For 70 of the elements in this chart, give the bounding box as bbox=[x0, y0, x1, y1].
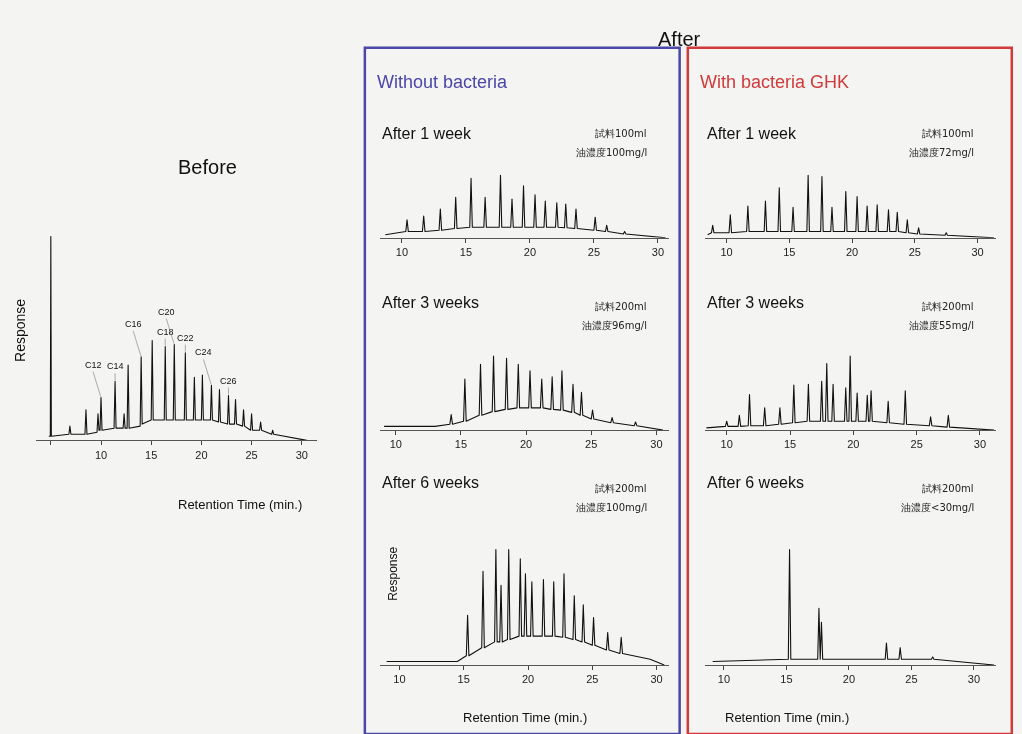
x-tick-label: 10 bbox=[395, 246, 409, 259]
x-tick-label: 25 bbox=[908, 246, 921, 259]
x-tick-label: 20 bbox=[847, 438, 860, 451]
x-tick-label: 25 bbox=[587, 246, 601, 259]
text: 試料200ml bbox=[595, 301, 647, 312]
text: 油濃度<30mg/l bbox=[901, 502, 975, 513]
chart-subtitle: With bacteria GHK bbox=[700, 72, 850, 92]
annotation: C12 bbox=[85, 360, 102, 370]
x-tick-label: 15 bbox=[783, 438, 797, 451]
chart-title: After 1 week bbox=[707, 125, 797, 142]
text: 油濃度96mg/l bbox=[582, 320, 647, 331]
x-tick-label: 15 bbox=[454, 438, 468, 451]
x-tick-label: 10 bbox=[94, 448, 108, 461]
y-axis-title: Response bbox=[385, 546, 400, 601]
x-tick-label: 15 bbox=[459, 246, 473, 259]
annotation: C16 bbox=[125, 319, 142, 329]
text: 試料100ml bbox=[922, 128, 974, 139]
text: 油濃度55mg/l bbox=[909, 320, 974, 331]
x-tick-label: 15 bbox=[145, 448, 158, 461]
text: 油濃度100mg/l bbox=[576, 502, 648, 513]
x-tick-label: 30 bbox=[971, 246, 984, 259]
x-tick-label: 15 bbox=[457, 673, 470, 686]
chart-title: After 3 weeks bbox=[382, 294, 479, 311]
x-axis-title: Retention Time (min.) bbox=[463, 710, 588, 725]
text: 試料200ml bbox=[595, 483, 647, 494]
x-tick-label: 30 bbox=[651, 246, 665, 259]
x-tick-label: 30 bbox=[967, 673, 981, 686]
x-tick-label: 25 bbox=[585, 438, 598, 451]
x-tick-label: 20 bbox=[842, 673, 856, 686]
x-tick-label: 30 bbox=[295, 448, 308, 461]
chart-title: After 3 weeks bbox=[707, 294, 804, 311]
text: After bbox=[658, 28, 701, 50]
text: 油濃度72mg/l bbox=[909, 147, 974, 158]
text: 油濃度100mg/l bbox=[576, 147, 648, 158]
annotation: C24 bbox=[195, 347, 212, 357]
annotation: C18 bbox=[157, 327, 174, 337]
x-tick-label: 25 bbox=[586, 673, 599, 686]
x-axis-title: Retention Time (min.) bbox=[178, 497, 303, 512]
x-tick-label: 10 bbox=[717, 673, 731, 686]
x-tick-label: 30 bbox=[650, 673, 663, 686]
chart-subtitle: Without bacteria bbox=[377, 72, 509, 92]
x-tick-label: 25 bbox=[910, 438, 923, 451]
chart-title: After 1 week bbox=[382, 125, 472, 142]
text: 試料200ml bbox=[922, 301, 974, 312]
text: 試料100ml bbox=[595, 128, 647, 139]
x-tick-label: 20 bbox=[523, 246, 537, 259]
x-tick-label: 30 bbox=[973, 438, 987, 451]
x-tick-label: 10 bbox=[393, 673, 406, 686]
x-tick-label: 10 bbox=[720, 246, 733, 259]
x-tick-label: 25 bbox=[905, 673, 918, 686]
chart-title: Before bbox=[178, 156, 237, 178]
chart-title: After 6 weeks bbox=[382, 474, 479, 491]
x-tick-label: 30 bbox=[650, 438, 663, 451]
annotation: C26 bbox=[220, 376, 237, 386]
x-tick-label: 15 bbox=[780, 673, 793, 686]
annotation: C20 bbox=[158, 307, 175, 317]
annotation: C14 bbox=[107, 361, 124, 371]
x-tick-label: 20 bbox=[195, 448, 208, 461]
chart-title: After 6 weeks bbox=[707, 474, 804, 491]
x-tick-label: 25 bbox=[245, 448, 258, 461]
x-tick-label: 10 bbox=[389, 438, 402, 451]
x-tick-label: 20 bbox=[521, 673, 535, 686]
x-tick-label: 15 bbox=[783, 246, 796, 259]
y-axis-title: Response bbox=[12, 298, 29, 362]
text: 試料200ml bbox=[922, 483, 974, 494]
x-tick-label: 10 bbox=[720, 438, 733, 451]
x-tick-label: 20 bbox=[845, 246, 859, 259]
x-tick-label: 20 bbox=[519, 438, 533, 451]
x-axis-title: Retention Time (min.) bbox=[725, 710, 850, 725]
annotation: C22 bbox=[177, 333, 194, 343]
